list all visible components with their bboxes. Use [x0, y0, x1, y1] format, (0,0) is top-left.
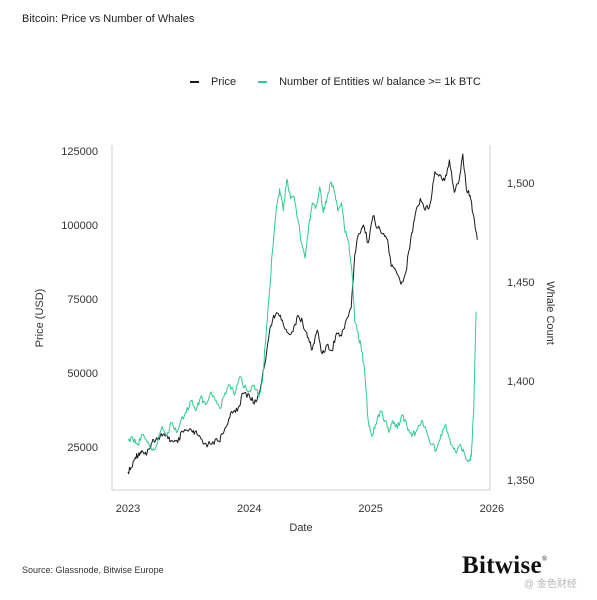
x-tick-label: 2025 — [358, 503, 382, 515]
legend-swatch-whales — [258, 81, 268, 83]
y-left-tick-label: 50000 — [67, 368, 98, 380]
y-left-tick-label: 75000 — [67, 294, 98, 306]
legend: Price Number of Entities w/ balance >= 1… — [190, 76, 503, 88]
chart-title: Bitcoin: Price vs Number of Whales — [22, 13, 195, 25]
y-left-axis-title: Price (USD) — [34, 289, 46, 348]
y-left-tick-label: 125000 — [61, 146, 98, 158]
watermark: @ 金色财经 — [524, 579, 577, 590]
y-right-tick-label: 1,350 — [507, 475, 535, 487]
x-axis-title: Date — [289, 522, 312, 534]
bitwise-logo: Bitwise® — [462, 552, 548, 580]
y-left-tick-label: 100000 — [61, 220, 98, 232]
source-note: Source: Glassnode, Bitwise Europe — [22, 565, 164, 575]
brand-name: Bitwise — [462, 552, 542, 579]
x-tick-label: 2026 — [480, 503, 504, 515]
y-right-axis-title: Whale Count — [544, 281, 556, 345]
x-tick-label: 2023 — [116, 503, 140, 515]
legend-label-whales: Number of Entities w/ balance >= 1k BTC — [279, 76, 481, 88]
legend-item-price: Price — [190, 76, 236, 88]
series-line-price — [127, 153, 478, 475]
y-right-tick-label: 1,500 — [507, 178, 535, 190]
legend-item-whales: Number of Entities w/ balance >= 1k BTC — [258, 76, 481, 88]
legend-swatch-price — [190, 81, 199, 83]
y-right-tick-label: 1,450 — [507, 277, 535, 289]
brand-registered-mark: ® — [541, 555, 548, 563]
series-line-whales — [127, 178, 477, 463]
y-right-tick-label: 1,400 — [507, 376, 535, 388]
y-left-tick-label: 25000 — [67, 442, 98, 454]
x-tick-label: 2024 — [237, 503, 261, 515]
legend-label-price: Price — [211, 76, 237, 88]
